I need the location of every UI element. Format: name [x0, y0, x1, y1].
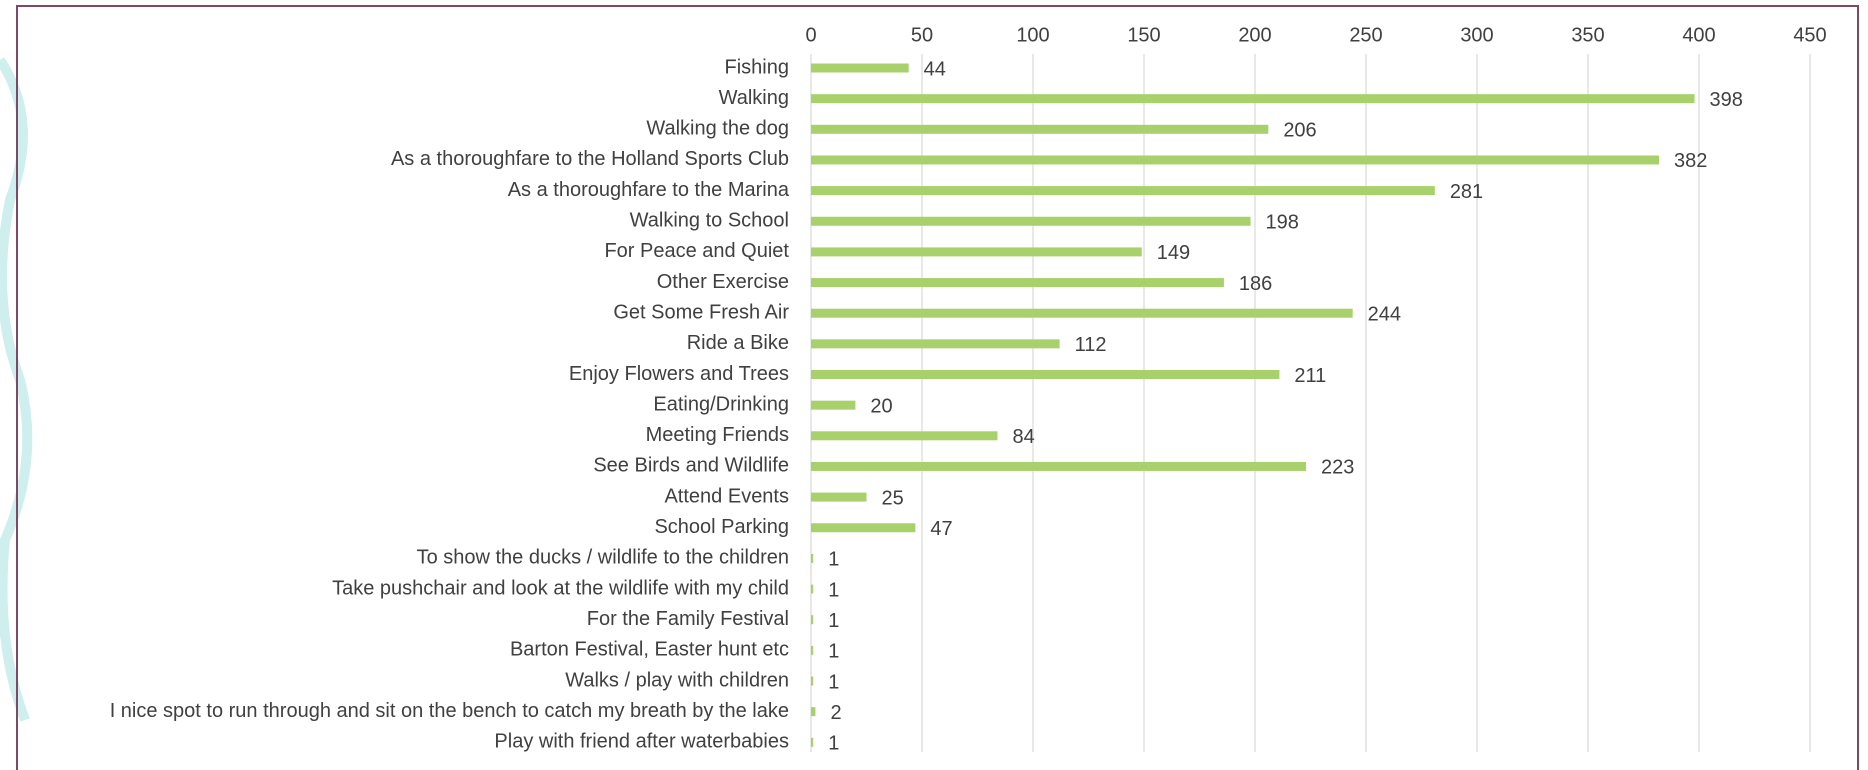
data-label: 1	[828, 549, 839, 571]
y-tick-label: Barton Festival, Easter hunt etc	[510, 639, 789, 661]
bar	[811, 737, 814, 747]
data-label: 1	[828, 733, 839, 755]
y-tick-label: Get Some Fresh Air	[613, 301, 789, 323]
chart-frame	[16, 5, 1859, 770]
bar	[811, 553, 814, 563]
data-label: 149	[1157, 242, 1190, 264]
x-tick-label: 300	[1460, 24, 1493, 46]
y-tick-label: As a thoroughfare to the Holland Sports …	[391, 148, 789, 170]
data-label: 25	[882, 487, 904, 509]
y-tick-label: See Birds and Wildlife	[593, 455, 789, 477]
y-tick-label: School Parking	[654, 516, 789, 538]
y-tick-label: Walking to School	[630, 210, 789, 232]
data-label: 1	[828, 610, 839, 632]
x-tick-label: 400	[1682, 24, 1715, 46]
y-tick-label: For the Family Festival	[587, 608, 789, 630]
y-tick-label: I nice spot to run through and sit on th…	[110, 700, 789, 722]
x-tick-label: 250	[1349, 24, 1382, 46]
bar	[811, 216, 1251, 226]
bar	[811, 431, 998, 441]
data-label: 1	[828, 641, 839, 663]
bar	[811, 308, 1353, 318]
bar	[811, 645, 814, 655]
x-tick-label: 150	[1127, 24, 1160, 46]
data-label: 44	[924, 58, 946, 80]
data-label: 244	[1368, 303, 1401, 325]
y-tick-label: As a thoroughfare to the Marina	[508, 179, 790, 201]
bar	[811, 400, 856, 410]
bar	[811, 278, 1224, 288]
data-label: 398	[1710, 89, 1743, 111]
bar	[811, 339, 1060, 349]
bar	[811, 94, 1695, 104]
data-label: 206	[1283, 120, 1316, 142]
data-label: 112	[1075, 334, 1107, 356]
bar	[811, 186, 1435, 196]
y-tick-label: Walking the dog	[646, 118, 789, 140]
bar	[811, 461, 1307, 471]
bar	[811, 247, 1142, 257]
x-tick-label: 450	[1793, 24, 1826, 46]
data-label: 186	[1239, 273, 1272, 295]
bar	[811, 707, 816, 717]
data-label: 281	[1450, 181, 1483, 203]
x-tick-label: 50	[911, 24, 933, 46]
data-label: 47	[930, 518, 952, 540]
decoration	[0, 57, 33, 722]
bar	[811, 492, 867, 502]
y-tick-label: Other Exercise	[657, 271, 789, 293]
x-tick-label: 350	[1571, 24, 1604, 46]
data-label: 223	[1321, 457, 1354, 479]
x-tick-label: 100	[1016, 24, 1049, 46]
data-label: 198	[1266, 212, 1299, 234]
data-label: 2	[830, 702, 841, 724]
bar	[811, 155, 1660, 165]
y-tick-label: Eating/Drinking	[653, 393, 789, 415]
y-tick-label: Play with friend after waterbabies	[494, 731, 789, 753]
bar	[811, 523, 916, 533]
y-tick-label: Walking	[719, 87, 789, 109]
bar	[811, 584, 814, 594]
y-tick-label: Meeting Friends	[646, 424, 789, 446]
y-tick-label: For Peace and Quiet	[604, 240, 789, 262]
y-tick-label: Ride a Bike	[687, 332, 789, 354]
bar	[811, 124, 1269, 134]
x-tick-label: 200	[1238, 24, 1271, 46]
y-tick-label: To show the ducks / wildlife to the chil…	[417, 547, 789, 569]
bar	[811, 615, 814, 625]
data-label: 20	[870, 395, 892, 417]
y-tick-label: Fishing	[725, 56, 789, 78]
x-tick-label: 0	[805, 24, 816, 46]
data-label: 211	[1294, 365, 1326, 387]
data-label: 1	[828, 671, 839, 693]
data-label: 1	[828, 579, 839, 601]
y-tick-label: Enjoy Flowers and Trees	[569, 363, 789, 385]
data-label: 382	[1674, 150, 1707, 172]
y-tick-label: Take pushchair and look at the wildlife …	[332, 577, 789, 599]
y-tick-label: Attend Events	[664, 485, 789, 507]
bar	[811, 676, 814, 686]
data-label: 84	[1012, 426, 1034, 448]
bar	[811, 370, 1280, 379]
y-tick-label: Walks / play with children	[565, 669, 789, 691]
bar	[811, 63, 909, 73]
